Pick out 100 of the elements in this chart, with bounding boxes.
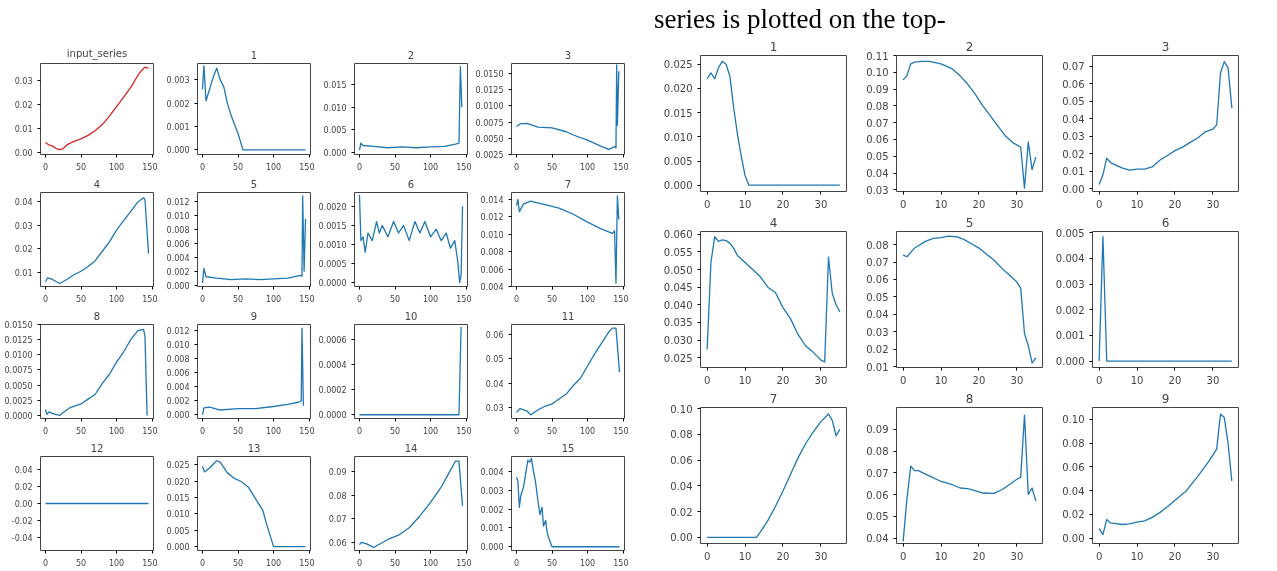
y-tick-label: 0.0005 (318, 260, 347, 270)
y-tick-label: 0.02 (14, 482, 33, 492)
y-tick-label: 0.015 (323, 81, 347, 91)
chart-title: 6 (407, 178, 415, 190)
x-tick-label: 30 (814, 374, 828, 386)
x-tick-label: 10 (738, 550, 752, 562)
y-tick-label: 0.0100 (4, 351, 33, 361)
y-tick-label: 0.004 (480, 283, 504, 292)
x-tick-label: 0 (199, 294, 206, 304)
chart-title: 12 (90, 442, 104, 454)
chart-title: 8 (93, 310, 101, 322)
x-tick-label: 0 (356, 558, 363, 568)
x-tick-label: 20 (972, 374, 986, 386)
y-tick-label: 0.03 (866, 184, 889, 196)
x-tick-label: 0 (42, 558, 49, 568)
x-tick-label: 50 (546, 162, 558, 172)
x-tick-label: 0 (513, 294, 520, 304)
x-tick-label: 50 (546, 558, 558, 568)
y-tick-label: 0.04 (1062, 113, 1085, 125)
x-tick-label: 0 (199, 558, 206, 568)
y-tick-label: 0.03 (485, 404, 504, 414)
x-tick-label: 100 (579, 558, 596, 568)
y-tick-label: 0.000 (166, 411, 190, 421)
y-tick-label: 0.04 (670, 480, 693, 492)
y-tick-label: 0.04 (485, 379, 504, 389)
x-tick-label: 100 (422, 558, 439, 568)
y-tick-label: 0.00 (1062, 533, 1085, 545)
y-tick-label: 0.0000 (318, 411, 347, 421)
y-tick-label: 0.08 (328, 491, 347, 501)
y-tick-label: 0.004 (166, 253, 190, 263)
y-tick-label: 0.000 (166, 146, 190, 156)
x-tick-label: 0 (899, 550, 907, 562)
chart-title: 4 (769, 215, 778, 230)
y-tick-label: 0.09 (328, 468, 347, 478)
y-tick-label: 0.0125 (475, 86, 504, 95)
y-tick-label: 0.11 (866, 50, 889, 62)
chart-title: 11 (561, 310, 575, 322)
x-tick-label: 100 (265, 162, 282, 172)
y-tick-label: 0.05 (485, 355, 504, 365)
y-tick-label: 0.008 (166, 225, 190, 235)
y-tick-label: 0.004 (166, 383, 190, 393)
x-tick-label: 30 (1206, 374, 1220, 386)
x-tick-label: 50 (546, 294, 558, 304)
chart-title: 9 (1161, 391, 1170, 406)
x-tick-label: 50 (389, 558, 401, 568)
y-tick-label: 0.03 (866, 326, 889, 338)
line-series (902, 414, 1037, 542)
y-tick-label: 0.055 (663, 246, 693, 258)
y-tick-label: 0.09 (866, 84, 889, 96)
y-tick-label: 0.00 (1062, 183, 1085, 195)
x-tick-label: 0 (356, 294, 363, 304)
y-tick-label: 0.000 (1055, 356, 1085, 368)
y-tick-label: 0.06 (1062, 78, 1085, 90)
x-tick-label: 50 (75, 426, 87, 436)
y-tick-label: 0.00 (14, 500, 33, 509)
x-tick-label: 10 (934, 198, 948, 210)
y-tick-label: 0.001 (480, 524, 504, 534)
y-tick-label: 0.0015 (318, 221, 347, 231)
x-tick-label: 0 (42, 162, 49, 172)
y-tick-label: 0.02 (14, 100, 33, 110)
chart-title: 10 (404, 310, 418, 322)
x-tick-label: 150 (613, 558, 629, 568)
y-tick-label: 0.012 (166, 198, 190, 208)
x-tick-label: 10 (738, 374, 752, 386)
chart-title: 7 (769, 391, 778, 406)
x-tick-label: 100 (265, 558, 282, 568)
y-tick-label: 0.07 (866, 467, 889, 479)
chart-title: 13 (247, 442, 261, 454)
x-tick-label: 50 (389, 294, 401, 304)
x-tick-label: 50 (232, 162, 244, 172)
x-tick-label: 100 (108, 426, 125, 436)
x-tick-label: 0 (899, 374, 907, 386)
x-tick-label: 150 (299, 426, 315, 436)
line-series (706, 60, 841, 186)
y-tick-label: 0.06 (866, 489, 889, 501)
y-tick-label: 0.001 (1055, 330, 1085, 342)
y-tick-label: 0.0006 (318, 336, 347, 346)
x-tick-label: 100 (579, 162, 596, 172)
y-tick-label: 0.03 (14, 221, 33, 231)
x-tick-label: 20 (776, 374, 790, 386)
y-tick-label: 0.07 (866, 257, 889, 269)
y-tick-label: 0.0150 (4, 321, 33, 330)
x-tick-label: 100 (108, 294, 125, 304)
y-tick-label: 0.020 (663, 83, 693, 95)
x-tick-label: 0 (42, 426, 49, 436)
y-tick-label: 0.02 (1062, 148, 1085, 160)
y-tick-label: 0.0075 (4, 366, 33, 376)
y-tick-label: 0.005 (166, 526, 190, 536)
y-tick-label: -0.02 (11, 517, 33, 527)
x-tick-label: 150 (613, 426, 629, 436)
chart-title: 5 (250, 178, 258, 190)
x-tick-label: 20 (776, 198, 790, 210)
y-tick-label: 0.06 (866, 134, 889, 146)
y-tick-label: 0.04 (1062, 485, 1085, 497)
y-tick-label: 0.08 (1062, 438, 1085, 450)
line-series (706, 236, 841, 363)
x-tick-label: 100 (108, 558, 125, 568)
line-series (902, 60, 1037, 189)
chart-title: 6 (1161, 215, 1170, 230)
line-series (515, 457, 621, 548)
